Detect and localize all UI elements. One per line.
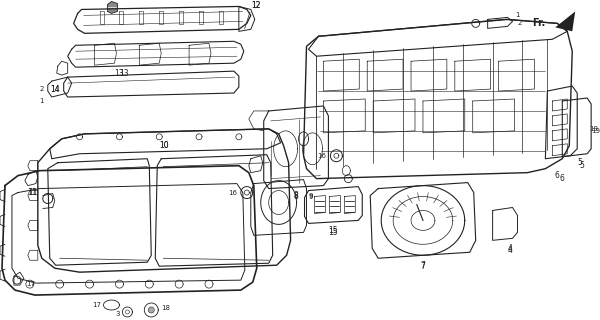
Text: 11: 11 [28, 188, 38, 197]
Text: 1: 1 [39, 98, 44, 104]
Text: 14: 14 [50, 84, 60, 93]
Polygon shape [148, 307, 154, 313]
Text: 5: 5 [577, 158, 582, 167]
Text: 8: 8 [293, 191, 298, 200]
Text: 19: 19 [591, 128, 600, 134]
Polygon shape [556, 12, 575, 31]
Text: 5: 5 [579, 161, 584, 170]
Text: 12: 12 [251, 1, 260, 10]
Text: 18: 18 [161, 305, 170, 311]
Text: 11: 11 [28, 188, 37, 197]
Text: 10: 10 [160, 141, 169, 150]
Text: 7: 7 [421, 261, 425, 270]
Text: 4: 4 [508, 244, 513, 253]
Text: 4: 4 [508, 246, 513, 255]
Text: 19: 19 [589, 126, 598, 132]
Text: 1: 1 [515, 12, 520, 19]
Text: 9: 9 [308, 194, 313, 200]
Text: 3: 3 [115, 311, 119, 317]
Text: 14: 14 [50, 84, 60, 93]
Text: 10: 10 [160, 141, 169, 150]
Text: 9: 9 [308, 193, 313, 198]
Text: 2: 2 [517, 20, 521, 26]
Text: 2: 2 [40, 86, 44, 92]
Text: 12: 12 [251, 1, 260, 10]
Polygon shape [107, 2, 118, 13]
Text: 6: 6 [555, 171, 560, 180]
Text: 17: 17 [26, 281, 35, 287]
Text: 17: 17 [92, 302, 101, 308]
Text: 16: 16 [228, 189, 237, 196]
Text: 16: 16 [317, 153, 326, 159]
Text: 6: 6 [560, 174, 565, 183]
Text: 7: 7 [421, 262, 425, 271]
Text: 15: 15 [329, 228, 338, 237]
Text: 13: 13 [119, 68, 129, 78]
Text: 15: 15 [329, 226, 338, 235]
Text: 13: 13 [115, 68, 124, 78]
Text: Fr.: Fr. [532, 18, 545, 28]
Text: 8: 8 [293, 192, 298, 201]
